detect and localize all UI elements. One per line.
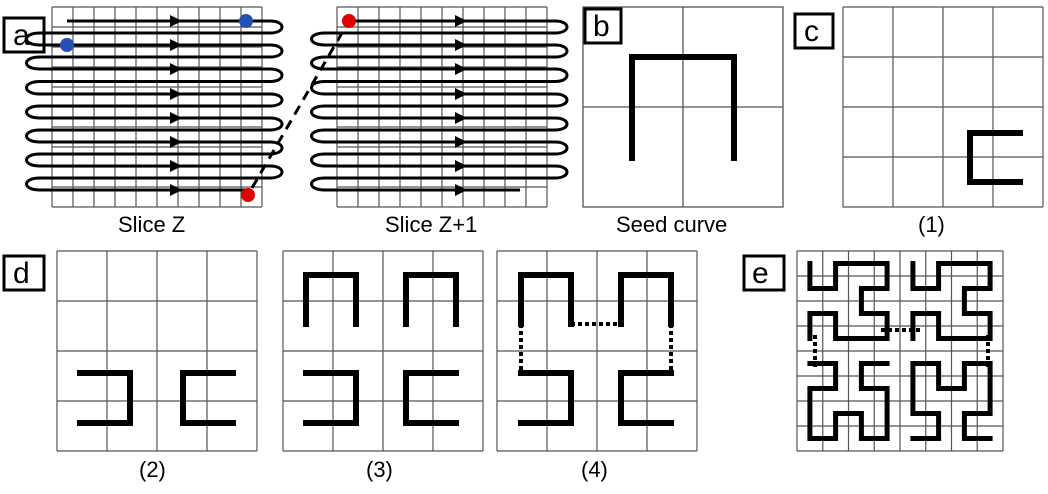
panel-c-tag-box: c: [793, 12, 835, 50]
step4-grid: [496, 250, 698, 452]
step4-bottom-right-curve: [618, 370, 674, 426]
step3-bottom-right-curve: [403, 370, 459, 426]
seed-curve-caption: Seed curve: [616, 212, 727, 237]
panel-b-tag: b: [593, 10, 610, 43]
order3-hilbert-curve: [807, 261, 993, 441]
order3-quadrant-top-right: [910, 261, 993, 341]
order3-quadrant-bottom-left: [807, 361, 890, 441]
seed-curve-path: [629, 54, 737, 161]
panel-c-tag: c: [804, 15, 819, 48]
slice-z-scan-curve: [25, 15, 284, 196]
step3-top-right-curve: [403, 272, 459, 327]
panel-c: c (1): [793, 6, 1044, 237]
slice-z-top-dot: [239, 14, 253, 28]
order3-quadrant-bottom-right: [910, 361, 993, 441]
panel-d-tag: d: [13, 257, 30, 290]
panel-d: d (2) (3) (4): [2, 250, 698, 482]
step3-bottom-left-curve: [303, 370, 359, 426]
slice-z1-scan-path: [310, 19, 569, 192]
slice-z-caption: Slice Z: [118, 212, 185, 237]
slice-z-scan-path: [25, 19, 284, 192]
panel-a: a Slice Z Slice Z+1: [2, 6, 569, 237]
step2-grid: [56, 250, 258, 452]
panel-e: e: [742, 250, 1004, 452]
step1-curve: [967, 130, 1023, 185]
slice-z-start-dot: [60, 38, 74, 52]
panel-a-tag: a: [13, 19, 30, 52]
panel-b: b Seed curve: [582, 6, 784, 237]
step2-left-curve: [77, 370, 133, 426]
order3-grid: [796, 250, 1004, 452]
step1-caption: (1): [918, 212, 945, 237]
slice-z-end-dot: [241, 188, 255, 202]
panel-e-tag-box: e: [742, 254, 786, 292]
slice-transition-dashed-line: [250, 25, 348, 189]
step2-right-curve: [180, 370, 236, 426]
step2-caption: (2): [139, 457, 166, 482]
step4-caption: (4): [581, 457, 608, 482]
step4-top-left-curve: [518, 272, 574, 327]
slice-z1-start-dot: [342, 14, 356, 28]
slice-z1-scan-curve: [310, 15, 569, 196]
step3-grid: [282, 250, 484, 452]
step1-grid: [842, 6, 1044, 208]
panel-b-tag-box: b: [583, 7, 623, 45]
slice-z1-caption: Slice Z+1: [385, 212, 477, 237]
panel-a-tag-box: a: [2, 16, 46, 54]
order3-quadrant-top-left: [807, 261, 890, 341]
panel-e-tag: e: [752, 257, 769, 290]
step3-caption: (3): [366, 457, 393, 482]
step4-top-right-curve: [618, 272, 674, 327]
panel-d-tag-box: d: [2, 254, 46, 292]
step4-bottom-left-curve: [518, 370, 574, 426]
step3-top-left-curve: [303, 272, 359, 327]
